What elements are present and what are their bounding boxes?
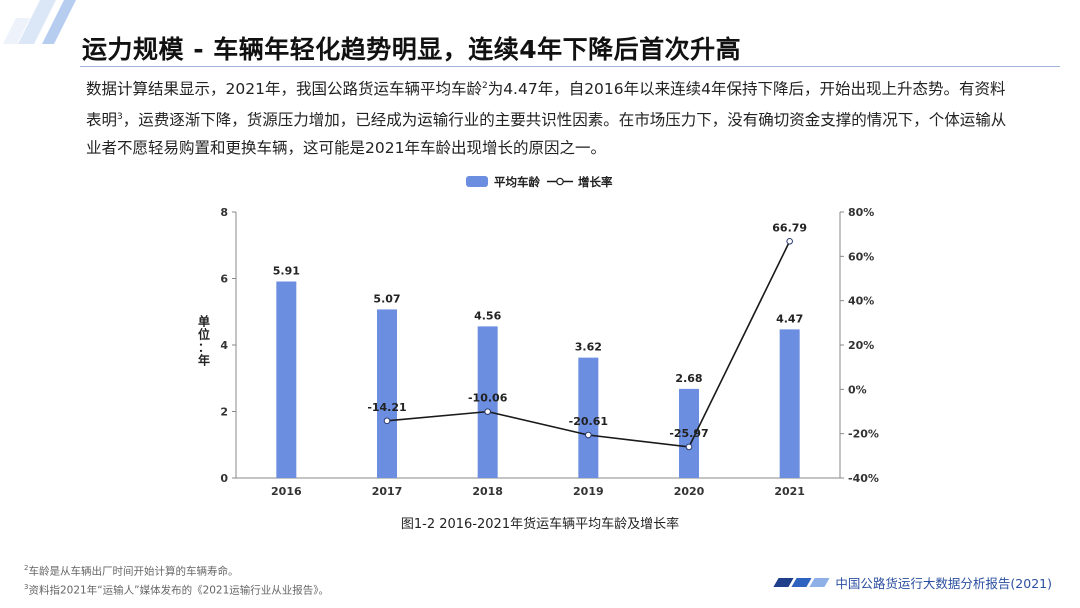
growth-value-label: -20.61 [569, 415, 608, 428]
bar-value-label: 4.47 [776, 312, 803, 325]
legend-label-bar: 平均车龄 [494, 175, 540, 189]
y-tick-label: 6 [220, 273, 228, 286]
title-divider [80, 66, 1060, 67]
footnote-ref-3: 3 [117, 112, 123, 123]
bar-2016 [276, 281, 297, 478]
paragraph-part-2: 为4.47年，自2016年以来连续4年保持下降后，开始出现上升态势。有资料表明 [86, 80, 1006, 130]
x-tick-label: 2020 [674, 485, 705, 498]
page-title: 运力规模 - 车辆年轻化趋势明显，连续4年下降后首次升高 [82, 35, 742, 64]
y2-tick-label: 80% [848, 206, 874, 219]
legend-swatch-marker [556, 177, 564, 186]
x-tick-label: 2016 [271, 485, 302, 498]
header-decoration [3, 0, 76, 44]
footnote-ref-2: 2 [481, 81, 488, 91]
y-tick-label: 4 [220, 339, 228, 352]
y2-tick-label: 60% [848, 250, 874, 263]
brand-text: 中国公路货运行大数据分析报告(2021) [835, 575, 1052, 591]
paragraph-part-3: ，运费逐渐下降，货源压力增加，已经成为运输行业的主要共识性因素。在市场压力下，没… [86, 111, 1007, 158]
growth-point-2018 [484, 408, 491, 415]
growth-value-label: -10.06 [468, 392, 508, 405]
x-tick-label: 2019 [573, 485, 604, 498]
x-tick-label: 2021 [774, 485, 805, 498]
x-tick-label: 2017 [372, 485, 403, 498]
legend-swatch-bar [466, 176, 488, 187]
x-tick-label: 2018 [472, 485, 503, 498]
y2-tick-label: -20% [848, 428, 879, 441]
paragraph-part-1: 数据计算结果显示，2021年，我国公路货运车辆平均车龄 [86, 80, 482, 99]
growth-value-label: 66.79 [772, 221, 807, 234]
chart-caption: 图1-2 2016-2021年货运车辆平均车龄及增长率 [401, 516, 679, 532]
y-tick-label: 8 [220, 206, 228, 219]
growth-value-label: -25.97 [669, 427, 708, 440]
footnote-2: 2车龄是从车辆出厂时间开始计算的车辆寿命。 [24, 564, 239, 578]
bar-value-label: 5.07 [373, 292, 400, 305]
report-brand: 中国公路货运行大数据分析报告(2021) [773, 572, 1052, 592]
footnote-3: 3资料指2021年“运输人”媒体发布的《2021运输行业从业报告》。 [24, 582, 330, 597]
legend: 平均车龄 增长率 [466, 175, 613, 189]
y-tick-label: 2 [220, 406, 228, 419]
bar-2021 [779, 329, 800, 478]
y2-tick-label: 0% [848, 383, 867, 396]
bar-value-label: 2.68 [675, 372, 702, 385]
bar-2017 [377, 309, 397, 478]
bar-2020 [679, 388, 699, 478]
growth-value-label: -14.21 [367, 401, 406, 414]
growth-point-2019 [585, 431, 592, 439]
bar-value-label: 3.62 [575, 341, 602, 354]
bar-2019 [578, 357, 599, 478]
y-tick-label: 0 [220, 472, 228, 485]
growth-point-2020 [685, 443, 693, 451]
growth-point-2017 [383, 417, 391, 425]
growth-point-2021 [786, 237, 793, 245]
y2-tick-label: -40% [848, 472, 879, 485]
bar-2018 [477, 326, 498, 478]
bar-value-label: 4.56 [474, 309, 501, 322]
brand-logo-icon [773, 577, 831, 587]
legend-label-line: 增长率 [578, 175, 613, 189]
intro-paragraph: 数据计算结果显示，2021年，我国公路货运车辆平均车龄2为4.47年，自2016… [86, 72, 1016, 162]
y2-tick-label: 40% [848, 295, 874, 308]
y-axis-title: 单位：年 [198, 314, 210, 368]
footnotes: 2车龄是从车辆出厂时间开始计算的车辆寿命。 3资料指2021年“运输人”媒体发布… [24, 561, 329, 598]
bar-value-label: 5.91 [273, 264, 300, 277]
y2-tick-label: 20% [848, 339, 874, 352]
